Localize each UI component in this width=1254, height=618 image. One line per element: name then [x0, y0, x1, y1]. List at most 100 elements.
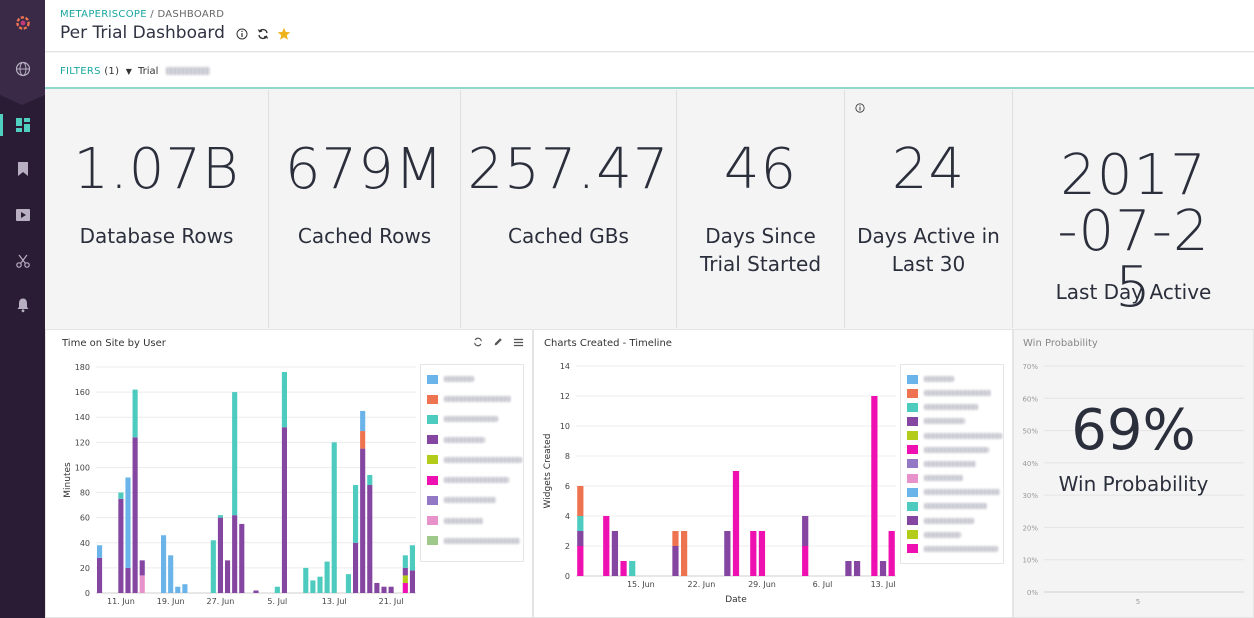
bar-segment[interactable]: [409, 570, 416, 593]
bar-segment[interactable]: [331, 442, 337, 593]
edit-icon[interactable]: [492, 336, 504, 348]
legend-item[interactable]: [907, 458, 976, 470]
bar-segment[interactable]: [139, 575, 145, 593]
legend-item[interactable]: [907, 515, 974, 527]
bar-segment[interactable]: [125, 567, 131, 593]
bar-segment[interactable]: [281, 427, 288, 593]
bar-segment[interactable]: [577, 486, 584, 516]
bar-segment[interactable]: [324, 561, 330, 593]
bar-segment[interactable]: [360, 410, 366, 432]
bar-segment[interactable]: [367, 474, 373, 486]
refresh-icon[interactable]: [256, 27, 270, 41]
kpi-last-day-active[interactable]: 2017-07-25 Last Day Active: [1013, 90, 1254, 328]
bar-segment[interactable]: [620, 561, 627, 576]
bar-segment[interactable]: [239, 523, 245, 593]
legend-item[interactable]: [907, 430, 1002, 442]
legend-item[interactable]: [427, 454, 522, 466]
bar-segment[interactable]: [232, 515, 238, 593]
bar-segment[interactable]: [217, 515, 224, 518]
legend-item[interactable]: [907, 529, 961, 541]
legend-item[interactable]: [907, 387, 991, 399]
bar-segment[interactable]: [402, 555, 408, 568]
bar-segment[interactable]: [409, 545, 416, 571]
filter-trial[interactable]: Trial: [138, 66, 210, 77]
bar-segment[interactable]: [217, 517, 224, 593]
bar-segment[interactable]: [888, 531, 895, 576]
bar-segment[interactable]: [845, 561, 852, 576]
kpi-cached-gbs[interactable]: 257.47 Cached GBs: [461, 90, 677, 328]
bar-segment[interactable]: [360, 431, 366, 449]
view-icon[interactable]: [12, 204, 33, 225]
bar-segment[interactable]: [374, 582, 380, 593]
bar-segment[interactable]: [253, 590, 259, 593]
bar-segment[interactable]: [367, 485, 373, 593]
scissors-icon[interactable]: [12, 250, 33, 271]
bar-segment[interactable]: [672, 531, 679, 546]
legend-item[interactable]: [427, 413, 498, 425]
refresh-icon[interactable]: [472, 336, 484, 348]
legend-item[interactable]: [427, 474, 509, 486]
bar-segment[interactable]: [232, 392, 238, 516]
bar-segment[interactable]: [853, 561, 861, 576]
bar-segment[interactable]: [139, 560, 145, 576]
bar-segment[interactable]: [182, 584, 188, 593]
bar-segment[interactable]: [175, 586, 181, 593]
bar-segment[interactable]: [168, 555, 174, 593]
bar-segment[interactable]: [345, 574, 352, 593]
bar-segment[interactable]: [402, 582, 408, 593]
bar-segment[interactable]: [802, 546, 809, 576]
bar-segment[interactable]: [360, 448, 366, 593]
bar-segment[interactable]: [303, 567, 309, 593]
bar-segment[interactable]: [118, 492, 124, 499]
legend-item[interactable]: [427, 373, 474, 385]
bar-segment[interactable]: [577, 516, 584, 531]
bar-segment[interactable]: [281, 372, 288, 428]
star-icon[interactable]: [277, 27, 291, 41]
bar-segment[interactable]: [724, 531, 731, 576]
periscope-logo[interactable]: [12, 12, 33, 33]
bar-segment[interactable]: [317, 576, 323, 593]
bar-segment[interactable]: [611, 531, 619, 576]
bar-segment[interactable]: [132, 389, 138, 438]
legend-item[interactable]: [907, 500, 987, 512]
legend-item[interactable]: [907, 415, 965, 427]
dashboard-icon[interactable]: [12, 114, 33, 135]
breadcrumb-root[interactable]: METAPERISCOPE: [60, 9, 147, 20]
kpi-database-rows[interactable]: 1.07B Database Rows: [45, 90, 269, 328]
bar-segment[interactable]: [871, 396, 878, 576]
bar-segment[interactable]: [629, 561, 636, 576]
bar-segment[interactable]: [224, 560, 231, 593]
legend-item[interactable]: [427, 393, 511, 405]
bar-segment[interactable]: [758, 531, 766, 576]
info-icon[interactable]: [855, 98, 865, 117]
bell-icon[interactable]: [12, 294, 33, 315]
bar-segment[interactable]: [680, 531, 688, 576]
bar-segment[interactable]: [732, 471, 740, 576]
bar-segment[interactable]: [210, 540, 216, 581]
legend-item[interactable]: [907, 401, 978, 413]
bar-segment[interactable]: [160, 535, 167, 593]
kpi-days-active[interactable]: 24 Days Active in Last 30: [845, 90, 1013, 328]
bar-segment[interactable]: [274, 586, 280, 593]
bar-segment[interactable]: [96, 545, 103, 558]
legend-item[interactable]: [427, 515, 483, 527]
bar-segment[interactable]: [603, 516, 610, 576]
bar-segment[interactable]: [402, 575, 408, 583]
legend-item[interactable]: [907, 472, 963, 484]
bar-segment[interactable]: [577, 531, 584, 546]
bar-segment[interactable]: [132, 437, 138, 593]
info-icon[interactable]: [235, 27, 249, 41]
kpi-cached-rows[interactable]: 679M Cached Rows: [269, 90, 461, 328]
bar-segment[interactable]: [388, 586, 394, 593]
bar-segment[interactable]: [118, 498, 124, 593]
bar-segment[interactable]: [210, 580, 216, 593]
bar-segment[interactable]: [381, 586, 387, 593]
bar-segment[interactable]: [352, 485, 359, 543]
bookmark-icon[interactable]: [12, 158, 33, 179]
bar-segment[interactable]: [310, 580, 316, 593]
legend-item[interactable]: [427, 434, 485, 446]
bar-segment[interactable]: [352, 542, 359, 593]
bar-segment[interactable]: [672, 546, 679, 576]
bar-segment[interactable]: [802, 516, 809, 546]
menu-icon[interactable]: [512, 336, 524, 348]
